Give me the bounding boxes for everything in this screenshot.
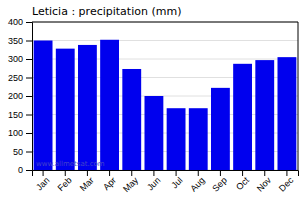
y-axis: 0 50 100 150 200 250 300 350 400: [8, 17, 33, 175]
x-tick-label: Apr: [101, 175, 118, 192]
x-tick-label: May: [121, 175, 140, 194]
x-tick-label: Aug: [188, 175, 206, 193]
bar: [189, 108, 208, 170]
frame: [298, 22, 299, 170]
y-tick-label: 0: [18, 165, 23, 175]
y-tick: 50: [13, 147, 32, 157]
chart: 050100150200250300350400JanFebMarAprMayJ…: [0, 0, 306, 200]
y-tick-label: 400: [8, 17, 23, 27]
bar: [167, 108, 186, 170]
bar: [122, 69, 141, 170]
bars: [34, 40, 297, 170]
x-tick-label: Nov: [255, 175, 274, 194]
x-tick: Jan: [34, 170, 51, 192]
bar: [34, 41, 53, 171]
y-tick-mark: [26, 59, 32, 60]
bar: [233, 64, 252, 170]
y-tick: 350: [8, 36, 32, 46]
x-tick-label: Oct: [234, 175, 251, 192]
x-tick-label: Sep: [210, 175, 228, 193]
y-tick-mark: [26, 22, 32, 23]
y-tick: 100: [8, 128, 32, 138]
y-tick-mark: [26, 96, 32, 97]
y-tick: 300: [8, 54, 32, 64]
x-tick-label: Mar: [78, 175, 96, 193]
bar: [211, 88, 230, 170]
bar: [78, 45, 97, 170]
frame: [32, 22, 298, 23]
y-tick: 400: [8, 17, 32, 27]
y-tick: 200: [8, 91, 32, 101]
y-tick-label: 300: [8, 54, 23, 64]
x-tick-label: Feb: [56, 175, 74, 193]
y-tick-mark: [26, 115, 32, 116]
x-tick: Mar: [78, 170, 96, 193]
x-tick: Jun: [145, 170, 162, 192]
y-tick-mark: [26, 133, 32, 134]
plot: 050100150200250300350400JanFebMarAprMayJ…: [8, 17, 299, 194]
x-tick: Oct: [234, 170, 251, 192]
x-tick: Aug: [188, 170, 206, 194]
x-tick: Feb: [56, 170, 74, 193]
x-tick: Apr: [101, 170, 118, 192]
x-tick-label: Jan: [34, 175, 51, 192]
y-tick-label: 150: [8, 110, 23, 120]
y-tick-label: 50: [13, 147, 23, 157]
bar: [277, 57, 296, 170]
y-tick: 250: [8, 73, 32, 83]
x-axis: Jan FebMar AprMay Jun Jul AugSep OctNovDec: [33, 170, 299, 194]
grid-line: [32, 40, 298, 41]
y-tick-mark: [26, 78, 32, 79]
bar: [144, 96, 163, 170]
y-tick-mark: [26, 41, 32, 42]
bar: [255, 60, 274, 170]
grid: [32, 22, 298, 170]
x-tick: Dec: [277, 170, 296, 194]
y-tick-label: 200: [8, 91, 23, 101]
y-tick-label: 100: [8, 128, 23, 138]
y-tick-mark: [26, 152, 32, 153]
bar: [100, 40, 119, 170]
x-tick: Sep: [210, 170, 228, 194]
y-tick: 0: [18, 165, 32, 175]
y-tick-label: 250: [8, 73, 23, 83]
y-tick: 150: [8, 110, 32, 120]
annotation: www.allmetsat.com: [36, 160, 105, 168]
x-tick: May: [121, 170, 140, 194]
title: Leticia : precipitation (mm): [32, 5, 181, 18]
x-tick: Nov: [255, 170, 274, 194]
x-tick-label: Dec: [277, 175, 296, 194]
y-axis-line: [26, 23, 33, 171]
bar: [56, 49, 75, 170]
y-tick-label: 350: [8, 36, 23, 46]
x-tick-label: Jul: [169, 175, 184, 190]
x-tick: Jul: [169, 170, 184, 190]
grid-line: [32, 22, 298, 23]
y-tick-mark: [26, 170, 32, 171]
x-axis-line: [33, 171, 299, 177]
x-tick-label: Jun: [145, 175, 162, 192]
